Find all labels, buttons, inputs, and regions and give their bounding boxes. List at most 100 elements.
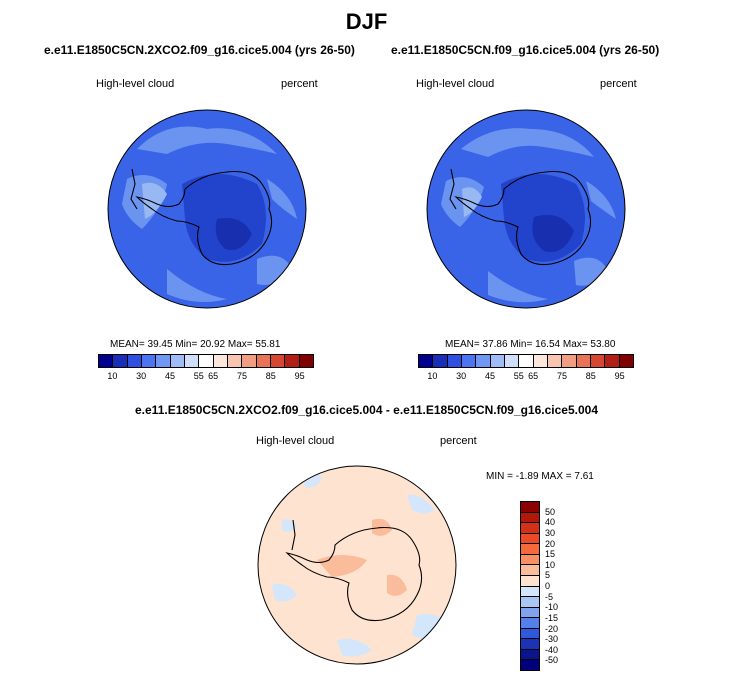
panel-2-stats: MEAN= 37.86 Min= 16.54 Max= 53.80 — [445, 339, 615, 350]
diff-colorbar-tick-label: 40 — [545, 517, 556, 528]
diff-max-label: MAX = — [541, 471, 572, 482]
diff-stats: MIN = -1.89 MAX = 7.61 — [486, 471, 594, 482]
panel-2-colorbar-tick-label: 85 — [585, 371, 596, 381]
panel-2-colorbar-tick-label: 10 — [427, 371, 438, 381]
panel-1-colorbar-tick-label: 10 — [107, 371, 118, 381]
diff-max: 7.61 — [574, 471, 594, 482]
diff-colorbar-tick-label: -50 — [545, 655, 559, 666]
panel-1-units: percent — [281, 78, 318, 90]
diff-min-label: MIN = — [486, 471, 513, 482]
panel-2-map — [426, 109, 626, 309]
diff-colorbar-tick-label: -30 — [545, 634, 559, 645]
panel-2-colorbar-tick-label: 65 — [528, 371, 539, 381]
panel-1-min-label: Min= — [175, 339, 198, 350]
panel-1-colorbar-tick-label: 45 — [164, 371, 176, 381]
diff-colorbar-swatch — [521, 502, 539, 513]
panel-2-colorbar-swatch — [519, 355, 534, 367]
diff-colorbar-swatch — [521, 544, 539, 555]
diff-colorbar-swatch — [521, 512, 539, 524]
diff-colorbar-tick-label: -20 — [545, 623, 559, 634]
diff-colorbar-swatch — [521, 660, 539, 670]
diff-colorbar-ticks: 50 40 30 20 15 10 5 0 -5 -10 -15 -20 -30 -40 -50 — [545, 501, 575, 671]
diff-colorbar-tick-label: 10 — [545, 559, 556, 570]
diff-colorbar-tick-label: 20 — [545, 538, 556, 549]
panel-1-colorbar-tick-label: 95 — [294, 371, 305, 381]
panel-2-mean: 37.86 — [482, 339, 508, 350]
panel-2-colorbar-swatch — [490, 355, 505, 367]
panel-1-colorbar-swatch — [141, 355, 157, 367]
diff-colorbar-swatch — [521, 523, 539, 534]
panel-1-colorbar-swatch — [213, 355, 228, 367]
panel-1-colorbar-tick-label: 30 — [136, 371, 147, 381]
panel-2-colorbar-tick-label: 95 — [614, 371, 625, 381]
panel-2-colorbar-tick-label: 55 — [513, 371, 524, 381]
panel-1-map — [107, 109, 307, 309]
panel-1-max: 55.81 — [255, 339, 281, 350]
panel-1-colorbar-swatch — [199, 355, 214, 367]
diff-colorbar-swatch — [521, 649, 539, 661]
diff-colorbar-swatch — [521, 533, 539, 545]
panel-2-colorbar-tick-label: 30 — [456, 371, 467, 381]
diff-colorbar-swatch — [521, 639, 539, 650]
panel-2-min: 16.54 — [535, 339, 561, 350]
panel-2-max-label: Max= — [562, 339, 588, 350]
panel-1-colorbar-swatch — [156, 355, 171, 367]
panel-1-max-label: Max= — [227, 339, 253, 350]
panel-1-colorbar-swatch — [170, 355, 185, 367]
panel-1-colorbar-swatch — [99, 355, 114, 367]
panel-2-colorbar-ticks: 10 30 45 55 65 75 85 95 — [418, 371, 634, 383]
panel-2-colorbar-swatch — [562, 355, 577, 367]
panel-1-colorbar-swatch — [127, 355, 142, 367]
panel-1-colorbar — [98, 354, 314, 368]
panel-2-colorbar-swatch — [461, 355, 477, 367]
diff-units: percent — [440, 435, 477, 447]
panel-2-colorbar-swatch — [590, 355, 606, 367]
panel-1-colorbar-swatch — [227, 355, 243, 367]
panel-2-colorbar-swatch — [433, 355, 448, 367]
panel-1-colorbar-swatch — [242, 355, 257, 367]
diff-colorbar-tick-label: 0 — [545, 581, 551, 591]
panel-2-mean-label: MEAN= — [445, 339, 480, 350]
panel-1-colorbar-ticks: 10 30 45 55 65 75 85 95 — [98, 371, 314, 383]
diff-colorbar-swatch — [521, 618, 539, 629]
diff-colorbar-swatch — [521, 628, 539, 640]
panel-1-colorbar-swatch — [184, 355, 200, 367]
diff-colorbar-swatch — [521, 607, 539, 619]
diff-colorbar-tick-label: -40 — [545, 644, 559, 655]
panel-2-colorbar — [418, 354, 634, 368]
diff-colorbar-swatch — [521, 586, 539, 598]
diff-min: -1.89 — [515, 471, 539, 482]
diff-map — [257, 465, 457, 665]
diff-title: e.e11.E1850C5CN.2XCO2.f09_g16.cice5.004 … — [135, 403, 598, 417]
diff-variable: High-level cloud — [256, 435, 335, 447]
panel-1-colorbar-swatch — [113, 355, 128, 367]
panel-2-colorbar-swatch — [533, 355, 548, 367]
panel-2-colorbar-swatch — [504, 355, 520, 367]
panel-2-units: percent — [600, 78, 637, 90]
panel-1-colorbar-tick-label: 65 — [208, 371, 219, 381]
panel-1-colorbar-swatch — [299, 355, 313, 367]
panel-1-colorbar-swatch — [270, 355, 286, 367]
panel-1-stats: MEAN= 39.45 Min= 20.92 Max= 55.81 — [110, 339, 280, 350]
diff-colorbar-swatch — [521, 565, 539, 576]
panel-1-colorbar-swatch — [285, 355, 300, 367]
panel-2-colorbar-swatch — [476, 355, 491, 367]
diff-colorbar-tick-label: -15 — [545, 612, 559, 623]
panel-1-mean: 39.45 — [147, 339, 173, 350]
diff-colorbar-tick-label: 15 — [545, 549, 556, 560]
panel-1-variable: High-level cloud — [96, 78, 175, 90]
panel-2-max: 53.80 — [590, 339, 616, 350]
diff-colorbar-tick-label: 30 — [545, 527, 556, 538]
panel-2-colorbar-swatch — [619, 355, 633, 367]
diff-colorbar-swatch — [521, 597, 539, 608]
panel-1-colorbar-tick-label: 85 — [265, 371, 276, 381]
diff-colorbar-tick-label: 50 — [545, 506, 556, 517]
diff-colorbar-swatch — [521, 554, 539, 566]
panel-1-title: e.e11.E1850C5CN.2XCO2.f09_g16.cice5.004 … — [44, 43, 355, 57]
diff-colorbar-tick-label: 5 — [545, 570, 551, 581]
panel-1-min: 20.92 — [200, 339, 226, 350]
panel-2-colorbar-swatch — [419, 355, 434, 367]
panel-1-colorbar-tick-label: 75 — [236, 371, 248, 381]
diff-colorbar-tick-label: -5 — [545, 591, 554, 602]
panel-1-mean-label: MEAN= — [110, 339, 145, 350]
